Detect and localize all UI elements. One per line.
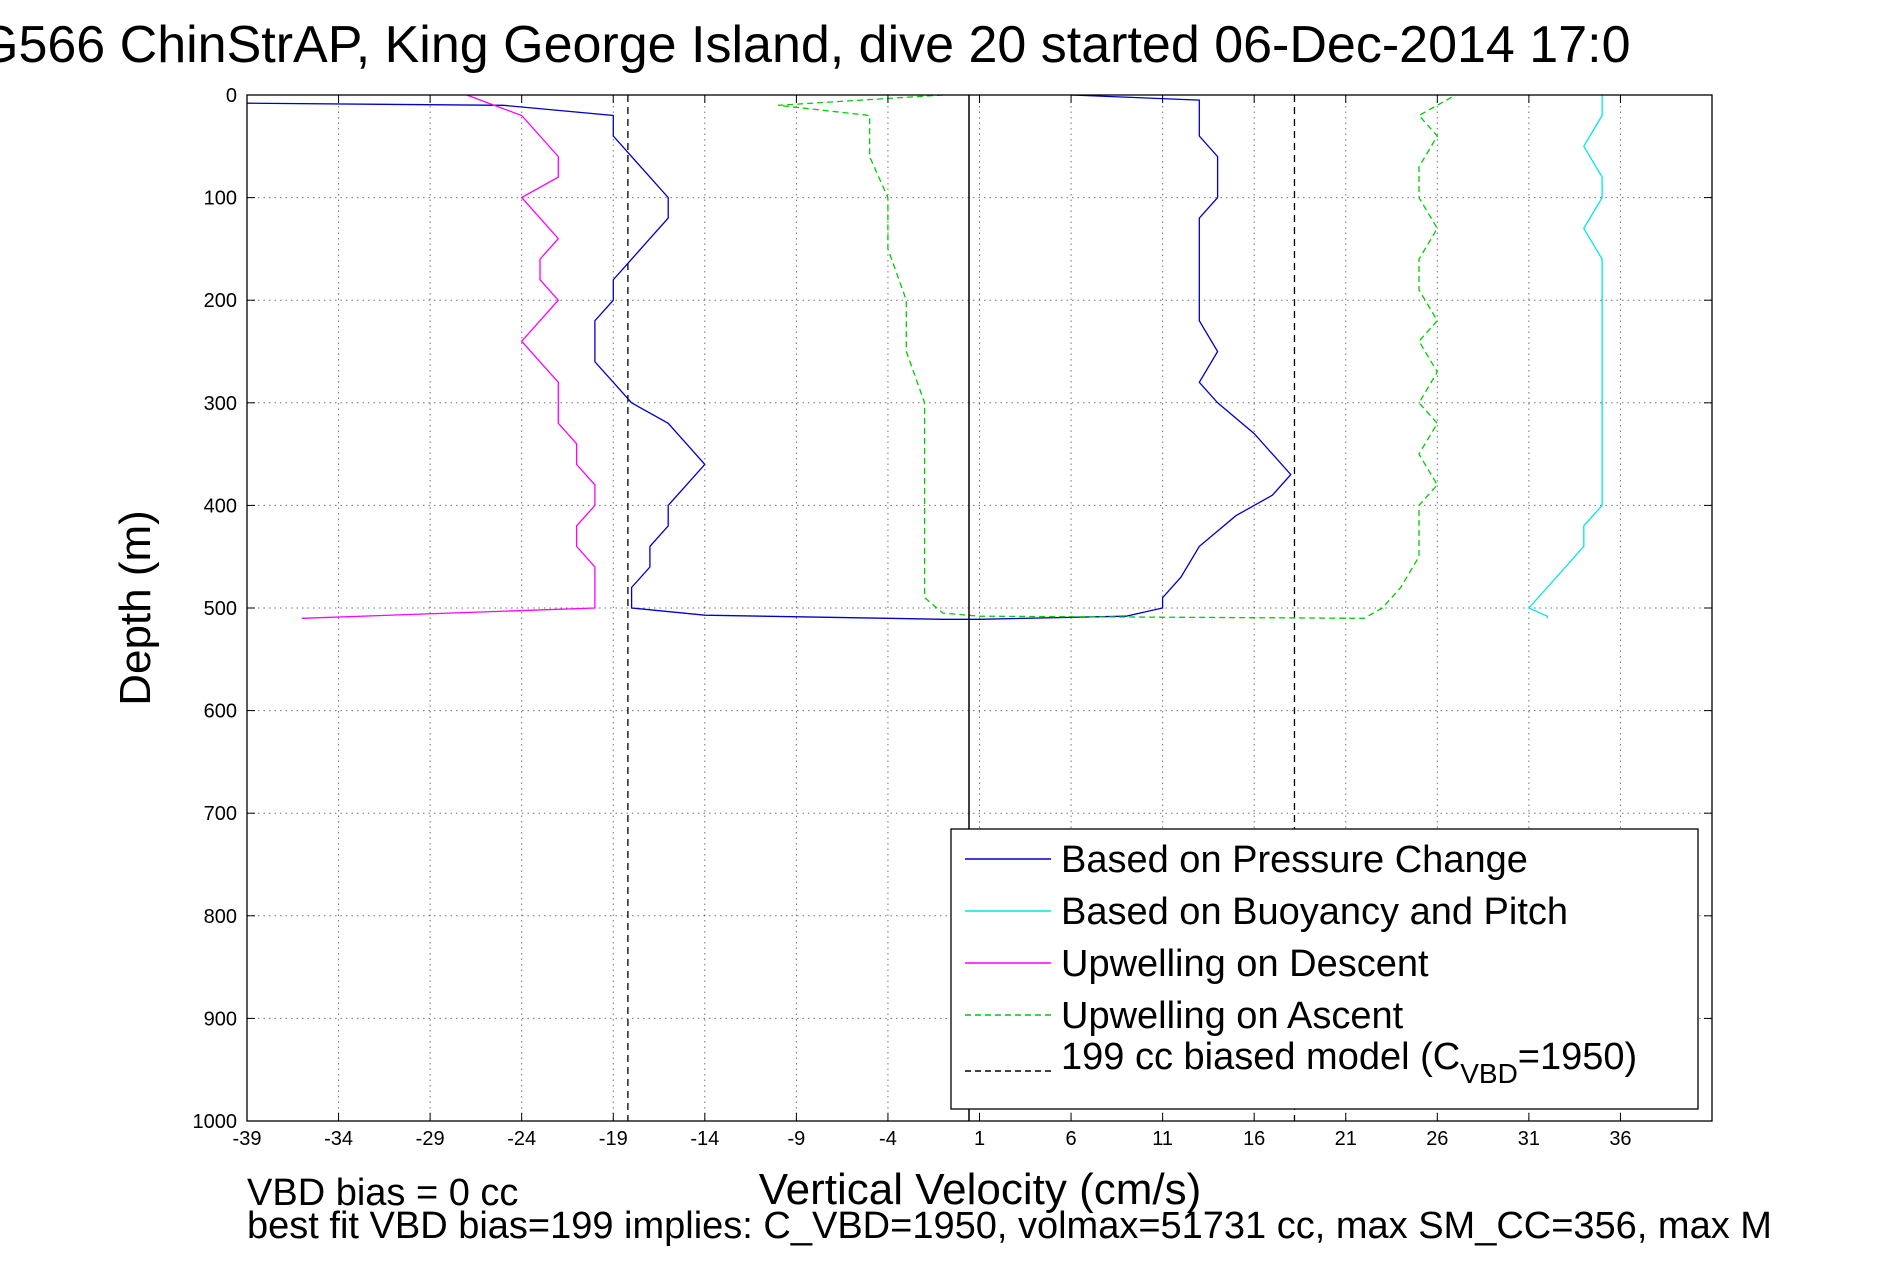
y-tick-label: 0: [226, 85, 237, 107]
legend-label-buoyancy: Based on Buoyancy and Pitch: [1061, 891, 1568, 933]
axis-ticks: -39 -34 -29 -24 -19 -14 -9 -4 1 6 11 16 21 26 31 360100…: [193, 85, 1712, 1150]
data-series: [246, 94, 1603, 620]
legend-model-prefix: 199 cc biased model (C: [1061, 1036, 1460, 1078]
series-line-upwelling-on-descent: [301, 94, 596, 619]
x-tick-label: -34: [324, 1128, 353, 1150]
y-tick-label: 200: [204, 290, 237, 312]
y-tick-label: 1000: [193, 1111, 238, 1133]
legend-label-descent: Upwelling on Descent: [1061, 943, 1429, 985]
legend-label-pressure: Based on Pressure Change: [1061, 839, 1528, 881]
y-tick-label: 600: [204, 701, 237, 723]
legend-model-suffix: =1950): [1518, 1036, 1637, 1078]
legend-label-ascent: Upwelling on Ascent: [1061, 995, 1404, 1037]
x-axis-label: Vertical Velocity (cm/s): [759, 1165, 1202, 1214]
x-tick-label: -39: [233, 1128, 262, 1150]
legend: Based on Pressure Change Based on Buoyan…: [950, 828, 1699, 1110]
x-tick-label: 21: [1335, 1128, 1357, 1150]
legend-label-model: 199 cc biased model (CVBD=1950): [1061, 1036, 1637, 1089]
y-tick-label: 500: [204, 598, 237, 620]
x-tick-label: 1: [974, 1128, 985, 1150]
y-tick-label: 700: [204, 803, 237, 825]
x-tick-label: -9: [787, 1128, 805, 1150]
legend-box: [950, 828, 1699, 1110]
x-tick-label: 11: [1152, 1128, 1173, 1150]
chart-title: G566 ChinStrAP, King George Island, dive…: [0, 16, 1631, 74]
series-line-based-on-buoyancy-and-pitch: [1527, 95, 1603, 619]
x-tick-label: -4: [879, 1128, 897, 1150]
legend-model-subscript: VBD: [1460, 1058, 1518, 1089]
x-tick-label: -29: [416, 1128, 445, 1150]
y-tick-label: 300: [204, 393, 237, 415]
y-tick-label: 800: [204, 906, 237, 928]
y-tick-label: 100: [204, 188, 237, 210]
footer-best-fit: best fit VBD bias=199 implies: C_VBD=195…: [247, 1205, 1772, 1247]
y-axis-label: Depth (m): [111, 510, 160, 706]
y-tick-label: 900: [204, 1008, 237, 1030]
x-tick-label: -14: [690, 1128, 719, 1150]
x-tick-label: -19: [599, 1128, 628, 1150]
x-tick-label: 26: [1426, 1128, 1448, 1150]
series-line-upwelling-on-ascent: [778, 94, 1456, 619]
x-tick-label: 31: [1518, 1128, 1540, 1150]
footer-vbd-bias: VBD bias = 0 cc: [247, 1172, 518, 1214]
x-tick-label: 6: [1066, 1128, 1077, 1150]
series-line-based-on-pressure-change: [246, 94, 1292, 620]
y-tick-label: 400: [204, 495, 237, 517]
x-tick-label: 36: [1609, 1128, 1631, 1150]
x-tick-label: 16: [1243, 1128, 1265, 1150]
x-tick-label: -24: [507, 1128, 536, 1150]
